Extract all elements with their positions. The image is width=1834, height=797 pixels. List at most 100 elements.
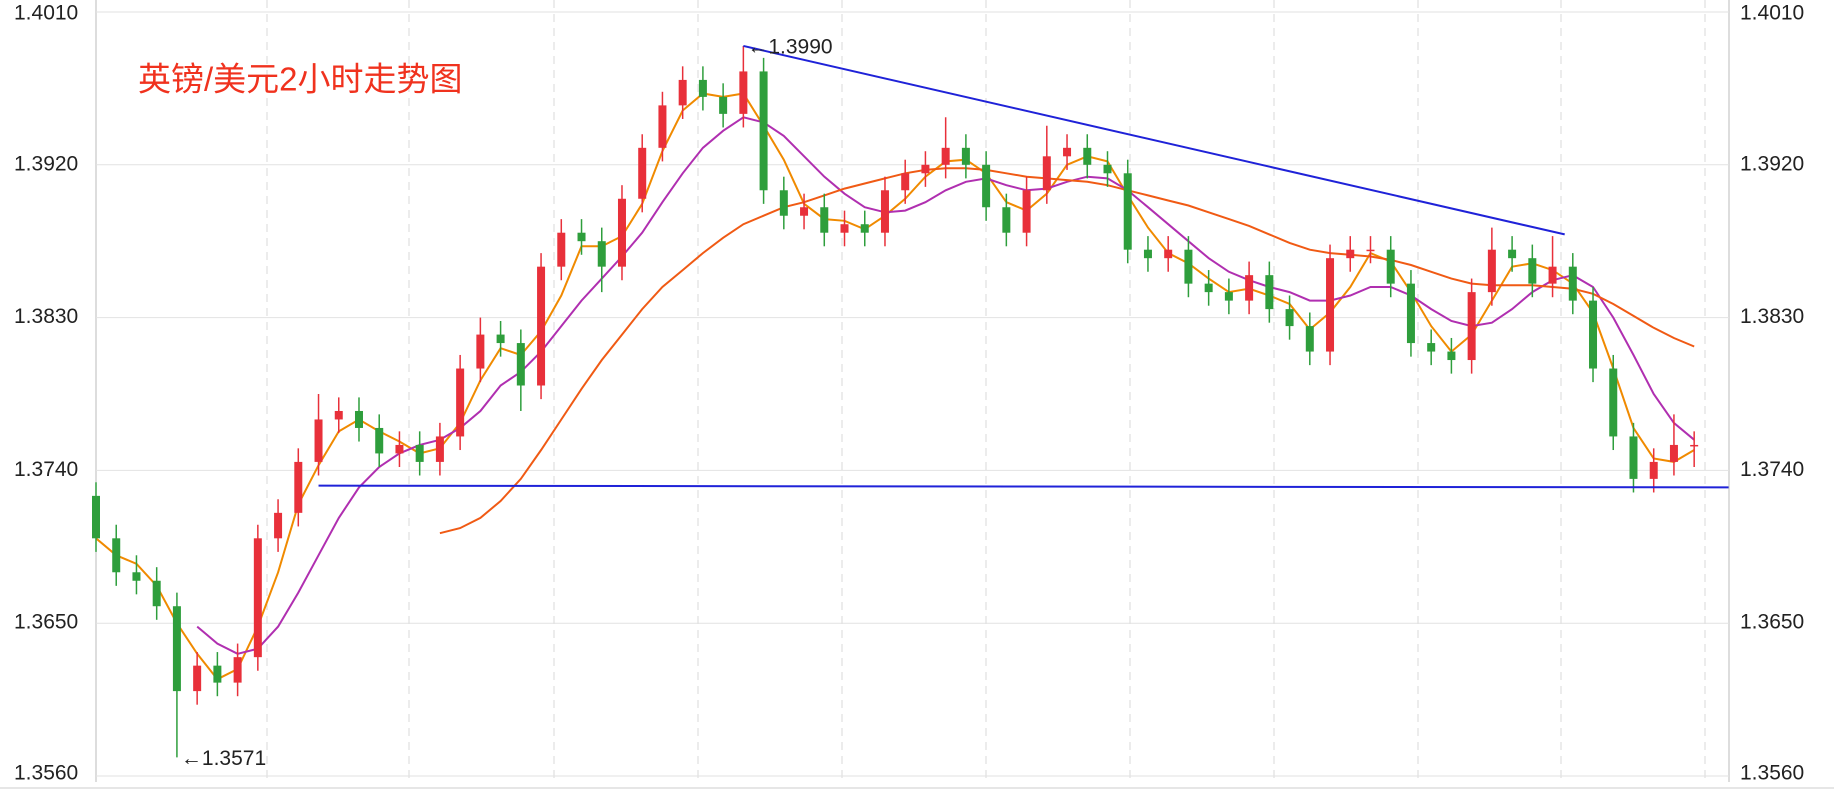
y-tick-label: 1.3560 [14, 762, 78, 785]
candle-body [354, 410, 363, 428]
candle-body [1589, 300, 1598, 369]
price-annotation: ←1.3571 [181, 747, 266, 770]
candle-body [1467, 292, 1476, 361]
candle-body [395, 444, 404, 454]
candle-body [1265, 275, 1274, 310]
candle-body [233, 657, 242, 683]
candle-body [1690, 444, 1699, 447]
candle-body [577, 232, 586, 242]
candle-body [1063, 147, 1072, 157]
trend-line [743, 44, 1565, 236]
candle-body [1224, 292, 1233, 301]
candle-body [1548, 266, 1557, 284]
candle-body [1609, 368, 1618, 437]
candle-body [1508, 249, 1517, 259]
candle-body [982, 164, 991, 208]
candle-body [1245, 275, 1254, 301]
candle-body [1143, 249, 1152, 259]
candle-body [172, 606, 181, 692]
candle-body [800, 207, 809, 216]
trend-line [318, 484, 1729, 489]
candle-body [1123, 173, 1132, 250]
candle-body [557, 232, 566, 267]
candle-body [1022, 190, 1031, 233]
candle-body [1366, 249, 1375, 252]
y2-tick-label: 1.3560 [1740, 762, 1804, 785]
candle-body [1568, 266, 1577, 301]
moving-average-line [439, 167, 1695, 535]
candle-body [334, 410, 343, 420]
vertical-grid [266, 0, 1706, 780]
candle-body [1447, 351, 1456, 361]
y2-tick-label: 1.3650 [1740, 611, 1804, 634]
candle-body [779, 190, 788, 216]
candle-body [476, 334, 485, 369]
chart-title: 英镑/美元2小时走势图 [138, 61, 463, 98]
candle-body [759, 71, 768, 191]
candle-body [1649, 461, 1658, 479]
candle-body [1528, 258, 1537, 284]
candle-body [1204, 283, 1213, 293]
candle-body [698, 79, 707, 97]
candle-body [1305, 326, 1314, 352]
moving-average-line [196, 116, 1695, 655]
candle-body [1406, 283, 1415, 344]
candle-body [941, 147, 950, 165]
candle-body [880, 190, 889, 233]
candle-body [152, 580, 161, 607]
candle-body [820, 207, 829, 233]
candle-body [961, 147, 970, 165]
candle-body [860, 224, 869, 233]
candle-body [274, 512, 283, 539]
y-tick-label: 1.4010 [14, 2, 78, 25]
price-annotation: ←1.3990 [747, 36, 832, 59]
candle-body [1326, 258, 1335, 352]
candle-body [678, 79, 687, 106]
candle-body [213, 665, 222, 683]
candle-body [1184, 249, 1193, 284]
y-tick-label: 1.3650 [14, 611, 78, 634]
candle-body [1346, 249, 1355, 259]
candle-body [1002, 207, 1011, 233]
candle-body [415, 444, 424, 462]
y2-tick-label: 1.4010 [1740, 2, 1804, 25]
candle-body [658, 105, 667, 148]
candle-body [901, 173, 910, 191]
y2-tick-label: 1.3920 [1740, 152, 1804, 175]
candle-body [1083, 147, 1092, 165]
candle-body [294, 461, 303, 513]
candle-body [112, 538, 121, 573]
candle-body [92, 495, 100, 539]
y2-tick-label: 1.3830 [1740, 305, 1804, 328]
candle-body [1669, 444, 1678, 462]
y-tick-label: 1.3830 [14, 305, 78, 328]
candle-body [537, 266, 546, 386]
candle-body [1164, 249, 1173, 259]
candle-body [1427, 343, 1436, 352]
candle-body [1487, 249, 1496, 293]
candle-body [840, 224, 849, 233]
candle-body [132, 572, 141, 581]
candle-body [253, 538, 262, 658]
y-tick-label: 1.3920 [14, 152, 78, 175]
candle-body [1042, 156, 1051, 191]
y-tick-label: 1.3740 [14, 458, 78, 481]
candle-body [435, 436, 444, 462]
candle-body [1285, 309, 1294, 327]
y2-tick-label: 1.3740 [1740, 458, 1804, 481]
candle-body [617, 198, 626, 267]
candle-body [739, 71, 748, 114]
candle-body [496, 334, 505, 344]
candle-body [597, 241, 606, 267]
candle-body [719, 96, 728, 114]
candle-body [456, 368, 465, 437]
candle-body [516, 343, 525, 386]
candle-body [314, 419, 323, 462]
candle-body [921, 164, 930, 174]
candle-body [1386, 249, 1395, 284]
candle-body [1629, 436, 1638, 479]
candle-body [1103, 164, 1112, 174]
candle-body [375, 427, 384, 454]
